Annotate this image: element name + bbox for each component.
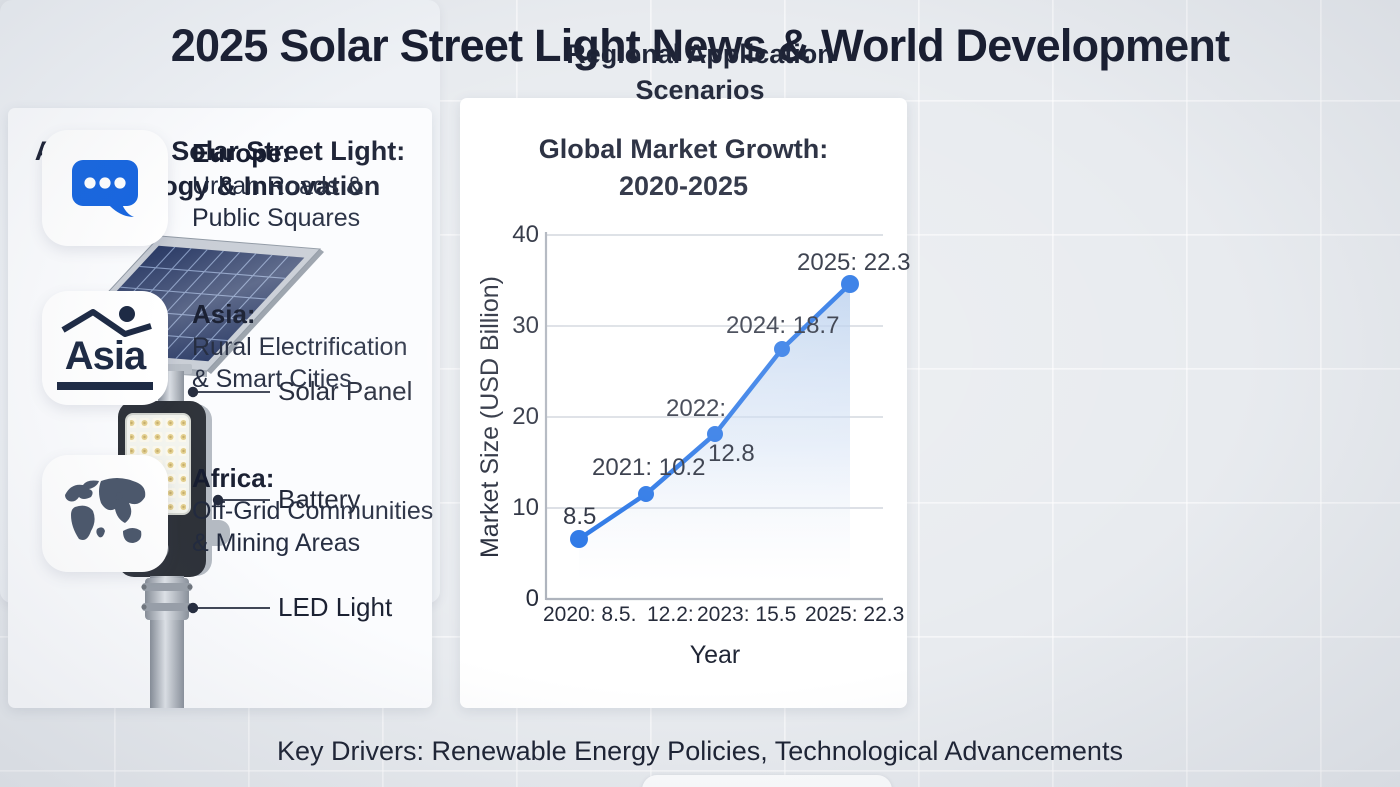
region-name: Europe: <box>192 138 291 168</box>
region-description-line: & Smart Cities <box>192 365 352 393</box>
right-panel-title-line1: Regional Application <box>566 39 834 69</box>
asia-logo-icon: Asia <box>42 291 168 405</box>
bottom-pill-decoration <box>642 775 892 787</box>
data-label-2025: 2025: 22.3 <box>797 249 911 276</box>
data-label-2021: 2021: 10.2 <box>592 454 706 481</box>
region-description-line: Urban Roads & <box>192 172 363 200</box>
regional-scenarios-panel: Regional Application Scenarios Europe: U… <box>0 0 834 603</box>
region-description-line: Public Squares <box>192 204 361 232</box>
region-description-line: Off-Grid Communities <box>192 497 434 525</box>
world-map-icon <box>42 455 168 572</box>
part-label-battery: Battery <box>278 483 361 514</box>
pole-graphic <box>141 576 193 708</box>
world-map-glyph <box>65 477 146 543</box>
key-drivers-text: Key Drivers: Renewable Energy Policies, … <box>277 736 1123 766</box>
y-tick-label: 40 <box>512 221 539 248</box>
chart-title: Global Market Growth: 2020-2025 <box>460 131 907 205</box>
chat-bubble-glyph <box>72 160 138 217</box>
y-tick-label: 10 <box>512 494 539 521</box>
region-item-africa: Africa: Off-Grid Communities & Mining Ar… <box>192 461 437 559</box>
data-label-2022-value: 12.8 <box>708 440 755 467</box>
chart-title-line2: 2020-2025 <box>618 171 749 201</box>
data-label-2022: 2022: <box>666 395 727 422</box>
part-label-led-light: LED Light <box>278 591 393 622</box>
chat-bubble-icon <box>42 130 168 246</box>
asia-logo-text: Asia <box>64 334 147 378</box>
leader-dots <box>187 386 224 614</box>
right-panel-title-line2: Scenarios <box>635 75 765 105</box>
part-label-solar-panel: Solar Panel <box>278 375 413 406</box>
x-tick-label: 2025: 22.3 <box>805 603 905 626</box>
asia-roof-glyph <box>57 306 153 390</box>
page-title: 2025 Solar Street Light News & World Dev… <box>170 20 1230 71</box>
chart-title-line1: Global Market Growth: <box>538 134 829 164</box>
x-axis-title: Year <box>689 641 741 669</box>
chart-area-fill <box>579 284 850 584</box>
region-item-asia: Asia: Rural Electrification & Smart Citi… <box>192 297 437 395</box>
data-label-2020: 8.5 <box>563 503 597 530</box>
y-axis-title: Market Size (USD Billion) <box>476 276 504 559</box>
x-tick-label: 2023: 15.5 <box>697 603 797 626</box>
y-tick-label: 30 <box>512 312 539 339</box>
y-tick-label: 20 <box>512 403 539 430</box>
region-name: Asia: <box>192 299 256 329</box>
region-name: Africa: <box>192 463 275 493</box>
leader-lines <box>193 391 270 609</box>
market-growth-chart-card: Global Market Growth: 2020-2025 <box>460 98 911 708</box>
region-item-europe: Europe: Urban Roads & Public Squares <box>192 136 437 234</box>
data-label-2024: 2024: 18.7 <box>726 312 840 339</box>
region-description-line: & Mining Areas <box>192 529 361 557</box>
chart-axes <box>544 232 883 601</box>
region-description-line: Rural Electrification <box>192 333 408 361</box>
x-tick-label: 12.2: <box>647 603 694 626</box>
x-tick-label: 2020: 8.5. <box>543 603 637 626</box>
y-tick-label: 0 <box>525 585 539 612</box>
line-chart <box>544 232 883 601</box>
right-panel-title: Regional Application Scenarios <box>0 36 1400 108</box>
chart-points <box>570 275 859 548</box>
